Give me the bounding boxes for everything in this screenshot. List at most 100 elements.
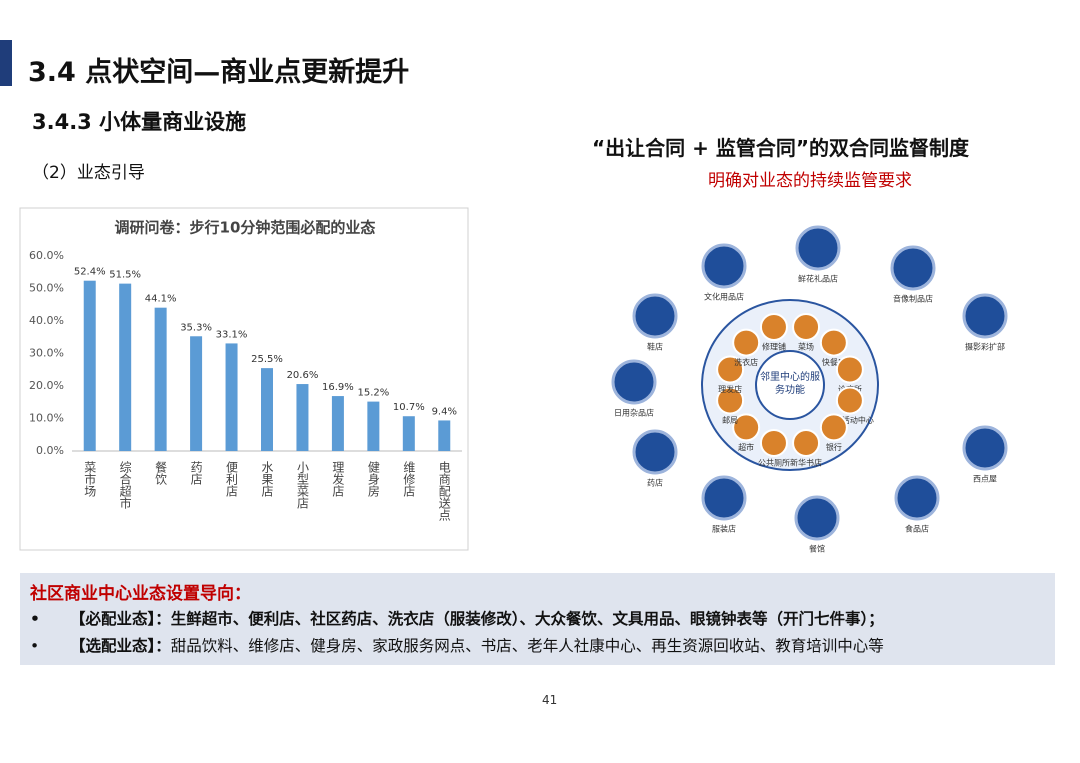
section-label: （2）业态引导 bbox=[32, 163, 145, 183]
outer-node bbox=[962, 425, 1008, 471]
bar bbox=[296, 384, 309, 451]
x-tick-label: 水果店 bbox=[260, 461, 274, 497]
bullet: • bbox=[30, 610, 40, 628]
note-text: 甜品饮料、维修店、健身房、家政服务网点、书店、老年人社康中心、再生资源回收站、教… bbox=[170, 637, 884, 655]
inner-node bbox=[792, 313, 821, 342]
inner-node-label: 菜场 bbox=[798, 342, 814, 352]
x-tick-label: 理发店 bbox=[331, 461, 345, 497]
diagram-title: “出让合同 + 监管合同”的双合同监督制度 bbox=[592, 136, 969, 160]
page-number: 41 bbox=[542, 693, 558, 707]
outer-node-label: 音像制品店 bbox=[893, 294, 933, 304]
accent-bar bbox=[0, 40, 12, 86]
outer-node bbox=[795, 225, 841, 271]
outer-node bbox=[894, 475, 940, 521]
inner-node-label: 新华书店 bbox=[790, 457, 822, 467]
note-text: 生鲜超市、便利店、社区药店、洗衣店（服装修改）、大众餐饮、文具用品、眼镜钟表等（… bbox=[170, 610, 884, 628]
outer-node-label: 食品店 bbox=[905, 524, 929, 534]
outer-node-label: 餐馆 bbox=[809, 544, 825, 554]
bar bbox=[190, 336, 203, 451]
x-tick-label: 健身房 bbox=[366, 461, 380, 497]
inner-node bbox=[819, 328, 848, 357]
inner-node-label: 银行 bbox=[826, 442, 842, 452]
slide-subtitle: 3.4.3 小体量商业设施 bbox=[32, 110, 247, 134]
diagram-subtitle: 明确对业态的持续监管要求 bbox=[708, 171, 912, 191]
x-tick-label: 综合超市 bbox=[118, 461, 132, 509]
slide-title: 3.4 点状空间—商业点更新提升 bbox=[28, 57, 410, 88]
x-tick-label: 便利店 bbox=[225, 461, 239, 497]
inner-node bbox=[835, 355, 864, 384]
inner-node bbox=[759, 428, 788, 457]
bar bbox=[154, 307, 167, 451]
outer-node bbox=[701, 475, 747, 521]
note-item: • 【必配业态】：生鲜超市、便利店、社区药店、洗衣店（服装修改）、大众餐饮、文具用… bbox=[30, 607, 884, 629]
x-tick-label: 小型菜店 bbox=[295, 461, 309, 509]
center-node bbox=[755, 350, 825, 420]
value-label: 51.5% bbox=[109, 270, 141, 281]
outer-node bbox=[794, 495, 840, 541]
note-label: 【必配业态】： bbox=[70, 610, 171, 628]
outer-node bbox=[962, 293, 1008, 339]
note-item: • 【选配业态】：甜品饮料、维修店、健身房、家政服务网点、书店、老年人社康中心、再… bbox=[30, 634, 884, 656]
value-label: 25.5% bbox=[251, 354, 283, 365]
inner-node-label: 快餐店 bbox=[822, 357, 846, 367]
value-label: 44.1% bbox=[145, 294, 177, 305]
outer-node-label: 文化用品店 bbox=[704, 292, 744, 302]
outer-node-label: 日用杂品店 bbox=[614, 408, 654, 418]
center-label: 邻里中心的服务功能 bbox=[760, 372, 820, 396]
x-tick-label: 菜市场 bbox=[83, 461, 97, 497]
inner-node bbox=[732, 413, 761, 442]
x-tick-label: 餐饮 bbox=[154, 460, 168, 486]
inner-node bbox=[716, 386, 745, 415]
inner-node bbox=[759, 313, 788, 342]
inner-node-label: 社区活动中心 bbox=[826, 415, 874, 425]
inner-node-label: 邮局 bbox=[722, 415, 738, 425]
note-label: 【选配业态】： bbox=[70, 637, 171, 655]
bar bbox=[331, 396, 344, 451]
outer-node-label: 鞋店 bbox=[647, 342, 663, 352]
bar bbox=[402, 416, 415, 451]
y-tick-label: 0.0% bbox=[36, 444, 64, 457]
outer-node bbox=[611, 359, 657, 405]
notes-box: 社区商业中心业态设置导向： • 【必配业态】：生鲜超市、便利店、社区药店、洗衣店（… bbox=[20, 573, 1055, 665]
y-tick-label: 50.0% bbox=[29, 282, 64, 295]
bullet: • bbox=[30, 637, 40, 655]
inner-node bbox=[792, 428, 821, 457]
inner-node bbox=[716, 355, 745, 384]
y-tick-label: 40.0% bbox=[29, 314, 64, 327]
y-tick-label: 10.0% bbox=[29, 412, 64, 425]
outer-node bbox=[632, 429, 678, 475]
bar bbox=[225, 343, 238, 451]
outer-node-label: 摄影彩扩部 bbox=[965, 342, 1005, 352]
outer-node bbox=[890, 245, 936, 291]
inner-node-label: 理发店 bbox=[718, 384, 742, 394]
value-label: 33.1% bbox=[216, 329, 248, 340]
x-tick-label: 药店 bbox=[189, 461, 203, 485]
bar bbox=[438, 420, 451, 451]
value-label: 35.3% bbox=[180, 322, 212, 333]
y-tick-label: 30.0% bbox=[29, 347, 64, 360]
outer-node-label: 服装店 bbox=[712, 524, 736, 534]
outer-node-label: 药店 bbox=[647, 478, 663, 488]
outer-node-label: 鲜花礼品店 bbox=[798, 274, 838, 284]
value-label: 10.7% bbox=[393, 402, 425, 413]
inner-node-label: 公共厕所 bbox=[758, 457, 790, 467]
notes-title: 社区商业中心业态设置导向： bbox=[30, 584, 251, 604]
y-tick-label: 20.0% bbox=[29, 379, 64, 392]
value-label: 20.6% bbox=[287, 370, 319, 381]
inner-node bbox=[835, 386, 864, 415]
value-label: 15.2% bbox=[357, 388, 389, 399]
y-tick-label: 60.0% bbox=[29, 249, 64, 262]
inner-node-label: 超市 bbox=[738, 442, 754, 452]
bar bbox=[367, 401, 380, 451]
inner-node bbox=[819, 413, 848, 442]
bar bbox=[119, 283, 132, 451]
outer-node-label: 西点屋 bbox=[973, 475, 997, 484]
inner-node-label: 洗衣店 bbox=[734, 357, 758, 367]
value-label: 9.4% bbox=[432, 406, 457, 417]
bar bbox=[83, 280, 96, 451]
outer-node bbox=[701, 243, 747, 289]
bar bbox=[261, 368, 273, 451]
chart-title: 调研问卷：步行10分钟范围必配的业态 bbox=[115, 219, 376, 237]
